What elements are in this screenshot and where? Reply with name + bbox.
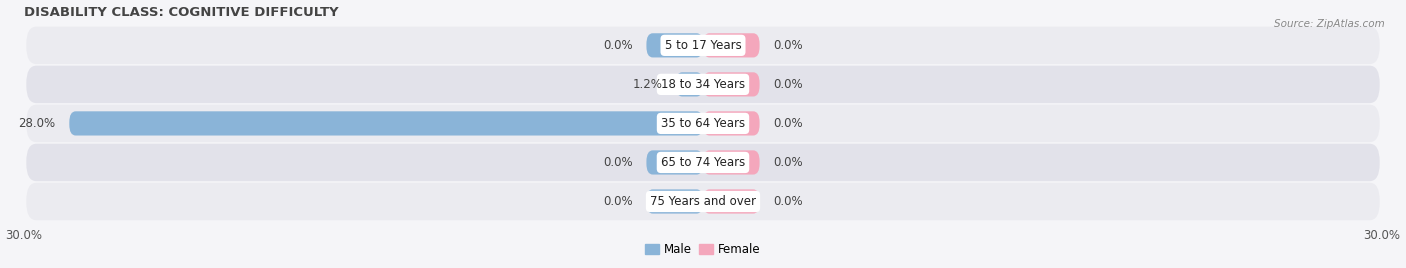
Text: 18 to 34 Years: 18 to 34 Years bbox=[661, 78, 745, 91]
FancyBboxPatch shape bbox=[27, 183, 1379, 220]
FancyBboxPatch shape bbox=[676, 72, 703, 96]
Text: 0.0%: 0.0% bbox=[773, 39, 803, 52]
Text: 0.0%: 0.0% bbox=[773, 117, 803, 130]
Text: 28.0%: 28.0% bbox=[18, 117, 56, 130]
Text: 1.2%: 1.2% bbox=[633, 78, 662, 91]
FancyBboxPatch shape bbox=[27, 27, 1379, 64]
Text: 65 to 74 Years: 65 to 74 Years bbox=[661, 156, 745, 169]
Text: 5 to 17 Years: 5 to 17 Years bbox=[665, 39, 741, 52]
Text: 75 Years and over: 75 Years and over bbox=[650, 195, 756, 208]
FancyBboxPatch shape bbox=[703, 111, 759, 136]
Text: 0.0%: 0.0% bbox=[603, 156, 633, 169]
Text: 35 to 64 Years: 35 to 64 Years bbox=[661, 117, 745, 130]
Text: 0.0%: 0.0% bbox=[603, 195, 633, 208]
Text: DISABILITY CLASS: COGNITIVE DIFFICULTY: DISABILITY CLASS: COGNITIVE DIFFICULTY bbox=[24, 6, 339, 18]
Legend: Male, Female: Male, Female bbox=[641, 239, 765, 261]
FancyBboxPatch shape bbox=[703, 72, 759, 96]
FancyBboxPatch shape bbox=[69, 111, 703, 136]
FancyBboxPatch shape bbox=[647, 150, 703, 174]
Text: 0.0%: 0.0% bbox=[773, 195, 803, 208]
FancyBboxPatch shape bbox=[703, 33, 759, 57]
FancyBboxPatch shape bbox=[647, 189, 703, 214]
FancyBboxPatch shape bbox=[27, 144, 1379, 181]
FancyBboxPatch shape bbox=[27, 105, 1379, 142]
FancyBboxPatch shape bbox=[703, 150, 759, 174]
FancyBboxPatch shape bbox=[647, 33, 703, 57]
Text: Source: ZipAtlas.com: Source: ZipAtlas.com bbox=[1274, 19, 1385, 29]
FancyBboxPatch shape bbox=[27, 66, 1379, 103]
Text: 0.0%: 0.0% bbox=[603, 39, 633, 52]
Text: 0.0%: 0.0% bbox=[773, 78, 803, 91]
Text: 0.0%: 0.0% bbox=[773, 156, 803, 169]
FancyBboxPatch shape bbox=[703, 189, 759, 214]
